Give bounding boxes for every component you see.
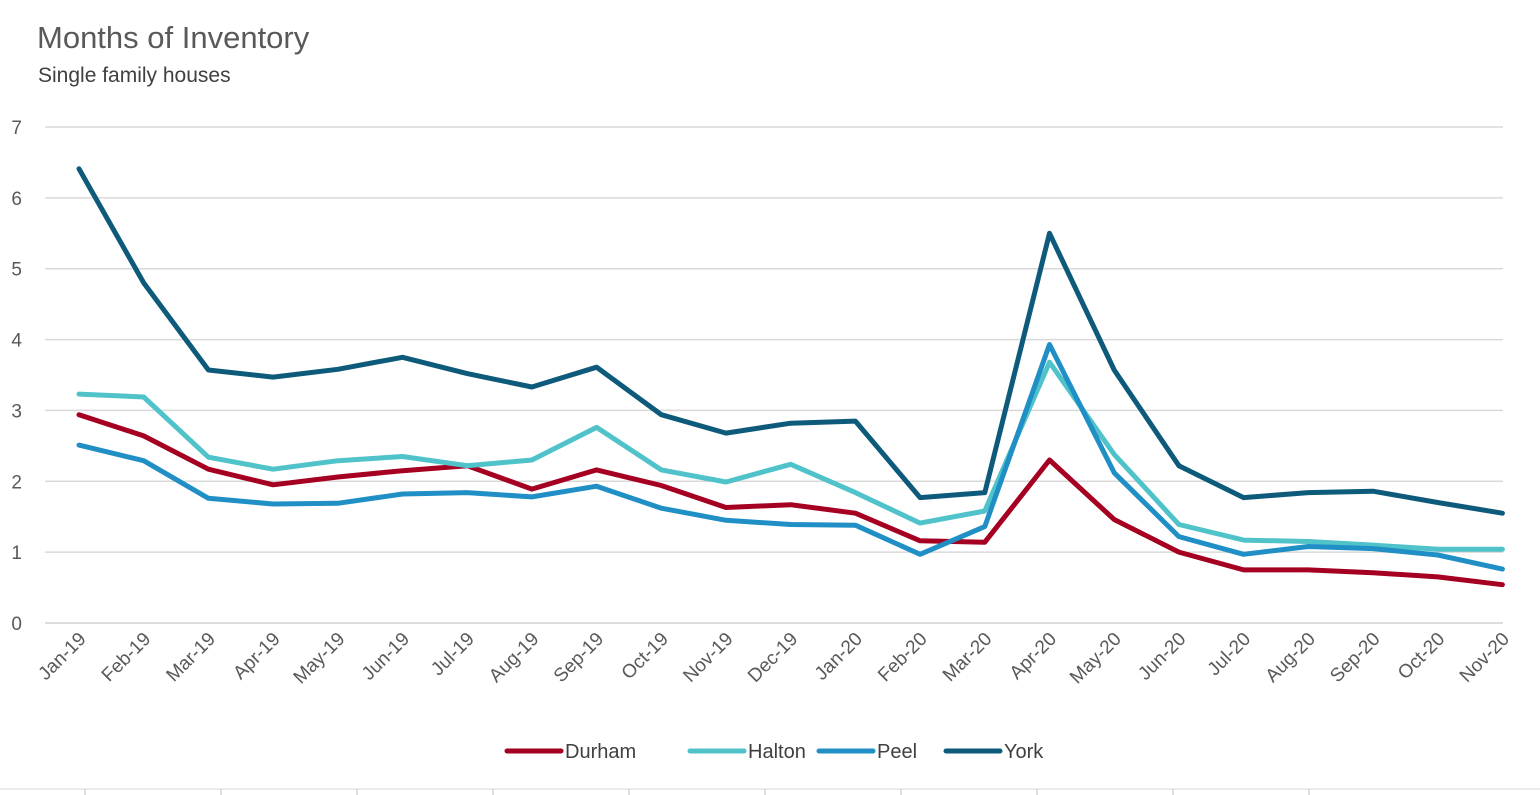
x-tick-label: Feb-19 <box>98 629 155 686</box>
y-tick-label: 2 <box>11 472 22 493</box>
x-tick-label: Aug-19 <box>485 629 543 687</box>
y-tick-label: 0 <box>11 614 22 635</box>
y-tick-label: 3 <box>11 401 22 422</box>
bottom-frame <box>0 788 1540 795</box>
series-line-york <box>76 166 1505 516</box>
x-tick-label: May-19 <box>290 629 350 689</box>
series-line-durham <box>76 412 1505 588</box>
y-tick-label: 6 <box>11 189 22 210</box>
legend: Durham Halton Peel York <box>504 741 1044 763</box>
y-tick-label: 5 <box>11 260 22 281</box>
y-tick-label: 7 <box>11 118 22 139</box>
chart-subtitle: Single family houses <box>38 64 231 87</box>
x-tick-label: Sep-19 <box>550 629 608 687</box>
x-tick-label: Jan-19 <box>35 629 91 685</box>
legend-label-halton: Halton <box>748 741 806 763</box>
x-tick-label: Nov-19 <box>679 629 737 687</box>
x-tick-label: Jan-20 <box>811 629 867 685</box>
series-line-peel <box>76 342 1505 572</box>
series-lines <box>76 166 1505 588</box>
x-tick-label: Apr-19 <box>229 629 284 684</box>
x-tick-label: Jun-20 <box>1134 629 1190 685</box>
x-tick-label: Dec-19 <box>744 629 802 687</box>
x-tick-label: Mar-19 <box>163 629 220 686</box>
x-tick-label: Oct-19 <box>618 629 673 684</box>
x-tick-label: May-20 <box>1066 629 1126 689</box>
y-tick-label: 1 <box>11 543 22 564</box>
chart-title: Months of Inventory <box>37 20 310 55</box>
legend-label-durham: Durham <box>565 741 636 763</box>
x-tick-label: Nov-20 <box>1456 629 1514 687</box>
legend-label-peel: Peel <box>877 741 917 763</box>
legend-label-york: York <box>1004 741 1044 763</box>
series-line-halton <box>76 359 1505 552</box>
x-tick-label: Feb-20 <box>874 629 931 686</box>
x-tick-label: Aug-20 <box>1262 629 1320 687</box>
x-tick-label: Mar-20 <box>939 629 996 686</box>
gridlines <box>45 126 1503 624</box>
x-tick-label: Jun-19 <box>358 629 414 685</box>
x-tick-label: Sep-20 <box>1326 629 1384 687</box>
x-tick-label: Oct-20 <box>1394 629 1449 684</box>
x-tick-label: Jul-19 <box>427 629 478 680</box>
x-tick-label: Apr-20 <box>1006 629 1061 684</box>
x-axis-ticks: Jan-19 Feb-19 Mar-19 Apr-19 May-19 Jun-19 Jul-… <box>35 629 1514 689</box>
y-axis-ticks: 0 1 2 3 4 5 6 7 <box>11 118 22 635</box>
x-tick-label: Jul-20 <box>1204 629 1255 680</box>
y-tick-label: 4 <box>11 331 22 352</box>
